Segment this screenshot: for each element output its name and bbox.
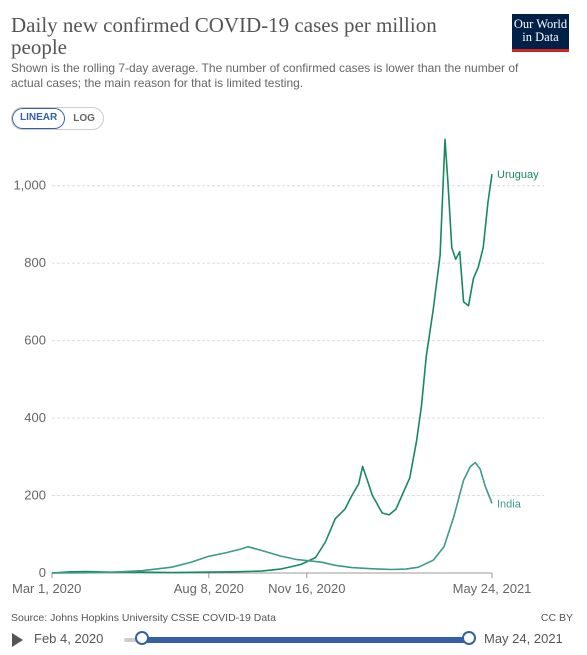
timeline-start-label: Feb 4, 2020 (34, 631, 104, 646)
timeline-end-label: May 24, 2021 (484, 631, 563, 646)
logo-accent-bar (512, 49, 569, 52)
y-tick-label: 0 (39, 565, 46, 580)
series-line-uruguay[interactable] (51, 138, 493, 574)
license-badge[interactable]: CC BY (540, 612, 573, 624)
line-chart[interactable]: 0 200 400 600 800 1,000 Mar 1, 2020 Aug 8, 2020… (0, 130, 587, 605)
x-tick-label: Mar 1, 2020 (12, 581, 81, 596)
series-line-india[interactable] (51, 461, 493, 574)
chart-title: Daily new confirmed COVID-19 cases per m… (11, 13, 437, 59)
logo-line2: in Data (522, 30, 559, 44)
y-tick-label: 400 (24, 410, 46, 425)
source-note[interactable]: Source: Johns Hopkins University CSSE CO… (11, 612, 276, 624)
timeline-selected-range[interactable] (142, 637, 470, 643)
timeline-end-handle[interactable] (462, 631, 476, 645)
owid-logo[interactable]: Our World in Data (512, 14, 569, 52)
y-tick-label: 600 (24, 333, 46, 348)
series-label-india[interactable]: India (497, 498, 522, 510)
x-tick-label: Aug 8, 2020 (174, 581, 244, 596)
log-scale-button[interactable]: LOG (73, 113, 95, 124)
y-tick-label: 800 (24, 255, 46, 270)
x-tick-label: Nov 16, 2020 (268, 581, 345, 596)
chart-subtitle: Shown is the rolling 7-day average. The … (11, 61, 519, 90)
linear-scale-button[interactable]: LINEAR (12, 108, 66, 129)
logo-line1: Our World (513, 17, 568, 31)
timeline-slider[interactable]: Feb 4, 2020 May 24, 2021 (0, 628, 587, 655)
x-tick-label: May 24, 2021 (453, 581, 532, 596)
timeline-start-handle[interactable] (135, 631, 149, 645)
y-tick-label: 200 (24, 488, 46, 503)
play-icon[interactable] (12, 633, 23, 647)
scale-toggle[interactable]: LINEAR LOG (11, 107, 104, 130)
series-label-uruguay[interactable]: Uruguay (497, 169, 539, 181)
y-tick-label: 1,000 (13, 178, 46, 193)
